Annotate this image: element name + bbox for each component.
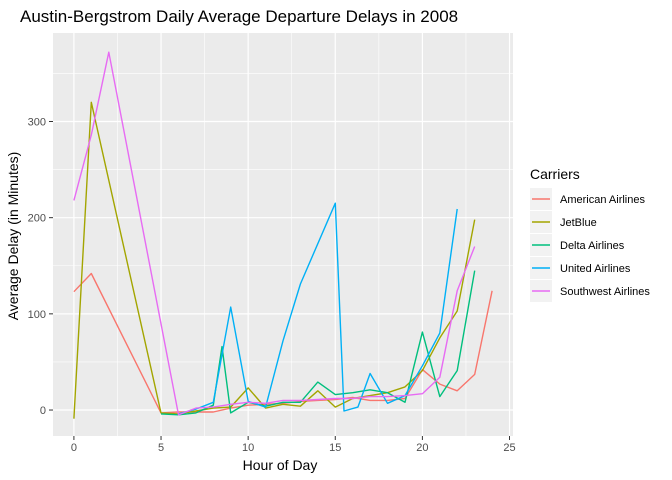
major-gridlines — [53, 33, 513, 436]
chart-title: Austin-Bergstrom Daily Average Departure… — [20, 7, 458, 26]
y-tick-label: 0 — [40, 405, 46, 417]
series-line-united-airlines — [178, 202, 458, 415]
legend-label: United Airlines — [560, 263, 631, 275]
minor-gridlines — [53, 33, 513, 436]
plot-panel — [53, 33, 513, 436]
x-axis-title: Hour of Day — [243, 457, 318, 473]
legend-label: JetBlue — [560, 217, 597, 229]
y-axis-title: Average Delay (in Minutes) — [5, 152, 21, 321]
x-tick-label: 0 — [71, 442, 77, 454]
x-tick-label: 20 — [416, 442, 428, 454]
legend: Carriers American Airlines JetBlue Delta A… — [530, 166, 650, 302]
legend-label: American Airlines — [560, 194, 645, 206]
y-tick-label: 200 — [28, 213, 46, 225]
x-tick-label: 5 — [158, 442, 164, 454]
legend-label: Southwest Airlines — [560, 286, 650, 298]
x-tick-label: 10 — [242, 442, 254, 454]
y-axis: 0 100 200 300 — [28, 116, 53, 417]
legend-title: Carriers — [530, 166, 580, 182]
y-tick-label: 100 — [28, 309, 46, 321]
x-tick-label: 25 — [503, 442, 515, 454]
series-line-southwest-airlines — [73, 51, 476, 416]
series-lines — [73, 51, 493, 419]
y-tick-label: 300 — [28, 116, 46, 128]
legend-label: Delta Airlines — [560, 240, 625, 252]
x-axis: 0 5 10 15 20 25 — [71, 436, 516, 454]
x-tick-label: 15 — [329, 442, 341, 454]
